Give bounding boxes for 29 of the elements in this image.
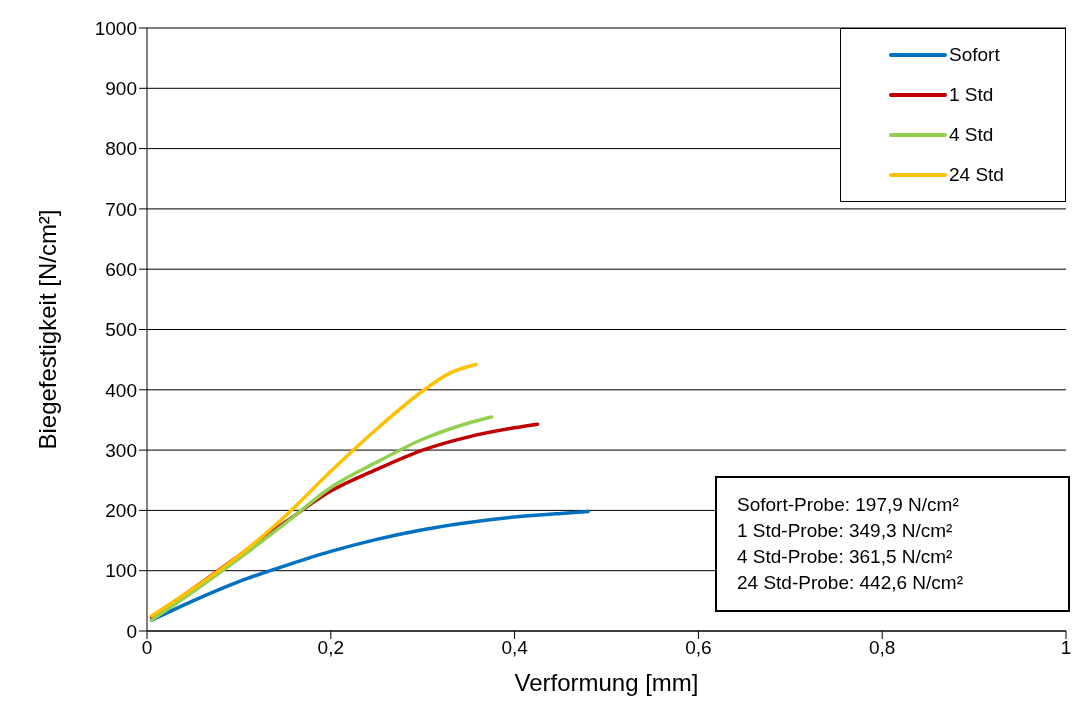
y-tick-label: 100 [105,560,137,582]
x-tick-label: 0,4 [501,637,529,659]
y-tick-label: 600 [105,258,137,280]
y-tick-label: 900 [105,78,137,100]
annotation: 24 Std-Probe: 442,6 N/cm² [737,571,964,595]
y-tick-label: 300 [105,439,137,461]
annotation: 1 Std-Probe: 349,3 N/cm² [737,519,954,543]
y-tick-label: 200 [105,500,137,522]
x-tick-label: 1 [1060,637,1072,659]
legend-label: 4 Std [949,123,994,147]
y-tick-label: 500 [105,319,137,341]
y-tick-label: 700 [105,198,137,220]
x-tick-label: 0 [141,637,153,659]
x-tick-label: 0,6 [685,637,712,659]
annotation: 4 Std-Probe: 361,5 N/cm² [737,545,954,569]
x-tick-label: 0,2 [317,637,345,659]
x-axis-title: Verformung [mm] [514,669,699,696]
y-tick-label: 400 [105,379,137,401]
x-tick-label: 0,8 [868,637,896,659]
y-tick-label: 0 [126,620,137,642]
annotation: Sofort-Probe: 197,9 N/cm² [737,493,960,517]
line-series [149,415,494,622]
legend-label: 1 Std [949,83,994,107]
y-axis-title: Biegefestigkeit [N/cm²] [33,209,61,450]
legend-label: Sofort [949,43,1000,67]
y-tick-label: 800 [105,138,137,160]
y-tick-label: 1000 [94,17,137,39]
line-series [149,362,478,618]
legend-label: 24 Std [949,163,1004,187]
